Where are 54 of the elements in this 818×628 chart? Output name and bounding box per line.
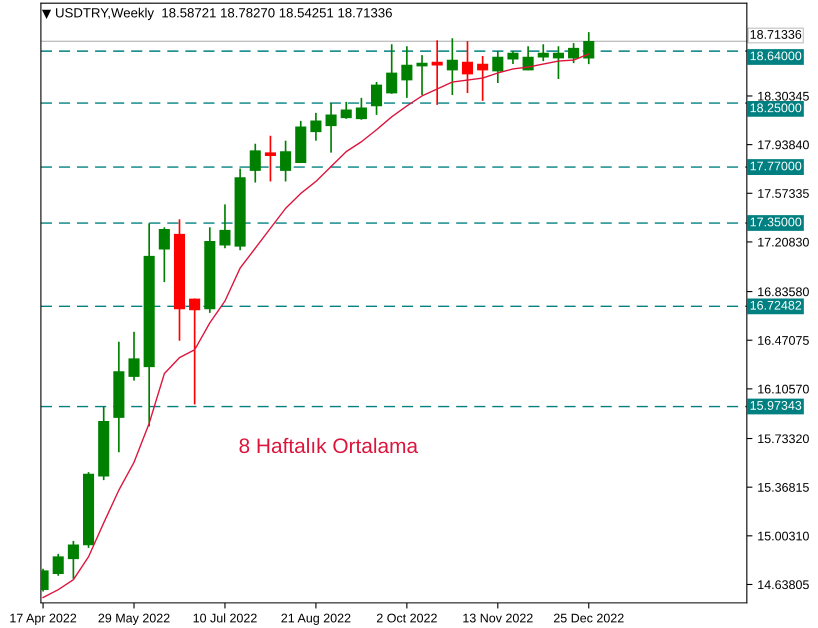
ref-line-label: 17.77000 (750, 162, 802, 170)
x-tick-label: 25 Dec 2022 (554, 614, 624, 622)
ref-line-label: 18.25000 (750, 103, 802, 112)
candlestick (507, 50, 519, 65)
candlestick (264, 134, 276, 182)
candlestick (340, 101, 352, 120)
y-tick-label: 16.83580 (758, 287, 809, 296)
ref-line-label: 15.97343 (750, 401, 802, 410)
ref-line-label: 18.71336 (750, 30, 802, 39)
y-tick-label: 15.73320 (758, 434, 809, 444)
candlestick (189, 298, 200, 406)
candlestick (538, 43, 549, 62)
candlestick (158, 226, 170, 283)
candlestick (583, 31, 594, 65)
candlestick (219, 204, 231, 250)
ref-line-label: 18.64000 (750, 51, 802, 60)
text: 8 Haftalık Ortalama (239, 438, 418, 454)
candlestick (310, 112, 322, 142)
y-tick-label: 15.36815 (758, 482, 809, 492)
y-tick-label: 16.47075 (758, 336, 809, 345)
x-tick-label: 2 Oct 2022 (376, 614, 437, 622)
candlestick (432, 39, 443, 106)
y-tick-label: 18.30345 (758, 92, 809, 101)
candlestick (326, 102, 337, 154)
candlestick (52, 553, 64, 577)
x-tick-label: 21 Aug 2022 (281, 614, 350, 625)
candlestick (446, 37, 458, 96)
candlestick (356, 97, 367, 121)
ref-line-label: 16.72482 (750, 300, 802, 310)
candlestick (128, 330, 140, 382)
y-tick-label: 17.20830 (758, 238, 809, 247)
candlestick (68, 540, 79, 580)
candlestick (280, 140, 292, 182)
chart-title: USDTRY,Weekly 18.58721 18.78270 18.54251 18.71336 (56, 8, 392, 20)
y-tick-label: 17.57335 (758, 189, 809, 198)
candlestick (492, 50, 504, 84)
y-tick-label: 14.63805 (758, 580, 809, 590)
candlestick (401, 45, 412, 99)
candlestick (416, 54, 428, 96)
x-tick-label: 29 May 2022 (98, 614, 170, 625)
candlestick (386, 43, 398, 95)
candlestick (462, 40, 474, 94)
x-tick-label: 10 Jul 2022 (194, 613, 257, 622)
candlestick (552, 45, 564, 80)
y-tick-label: 15.00310 (758, 532, 809, 540)
candlestick (370, 81, 382, 116)
candlestick (568, 42, 580, 64)
y-tick-label: 16.10570 (758, 384, 809, 394)
x-tick-label: 17 Apr 2022 (10, 614, 76, 625)
y-tick-label: 17.93840 (758, 140, 809, 150)
ref-line-label: 17.35000 (750, 218, 802, 226)
x-tick-label: 13 Nov 2022 (463, 614, 533, 622)
candlestick (250, 142, 261, 184)
candlestick (477, 55, 488, 102)
